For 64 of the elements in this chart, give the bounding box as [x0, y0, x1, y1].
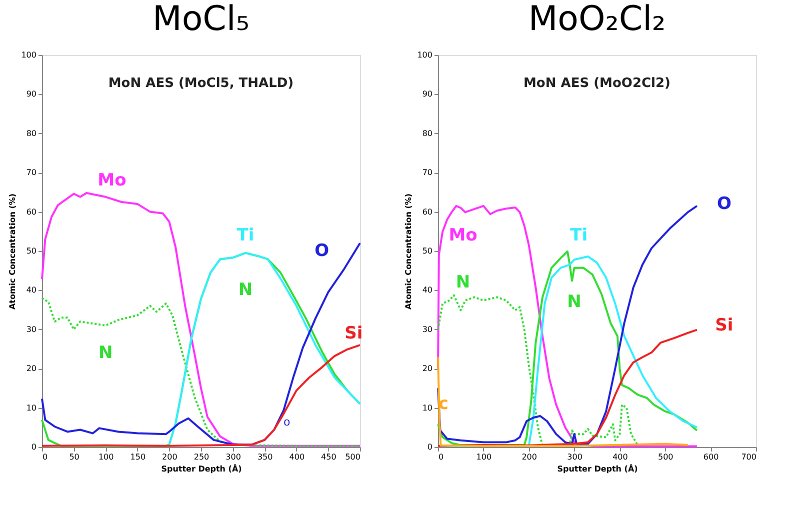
- line-series: [437, 356, 689, 447]
- x-tick-label: 0: [42, 452, 48, 462]
- x-tick-label: 50: [69, 452, 80, 462]
- y-tick-label: 50: [26, 246, 36, 256]
- y-tick-label: 20: [26, 364, 36, 374]
- series-label: N: [567, 292, 582, 312]
- x-axis-title: Sputter Depth (Å): [557, 464, 638, 474]
- x-tick-label: 500: [345, 452, 360, 462]
- y-tick-label: 60: [422, 207, 432, 216]
- y-tick-label: 30: [26, 324, 36, 334]
- y-tick-label: 0: [427, 442, 432, 452]
- x-tick-label: 150: [130, 452, 146, 462]
- x-tick-label: 450: [321, 452, 336, 462]
- series-label: Mo: [98, 170, 126, 190]
- series-label: N: [456, 272, 470, 292]
- x-tick-label: 700: [741, 452, 756, 462]
- text: MoN AES (MoCl5, THALD): [108, 76, 294, 91]
- y-tick-label: 70: [422, 168, 432, 178]
- y-tick-label: 10: [422, 403, 432, 412]
- line-series: [437, 328, 698, 447]
- series-label: Mo: [448, 225, 478, 246]
- x-tick-label: 500: [658, 452, 674, 462]
- y-tick-label: 60: [26, 207, 36, 216]
- y-tick-label: 0: [31, 442, 36, 452]
- series-label: O: [314, 241, 330, 261]
- y-axis-title: Atomic Concentration (%): [8, 193, 18, 310]
- x-axis-title: Sputter Depth (Å): [161, 464, 242, 474]
- series-label: N: [98, 342, 113, 363]
- chart-title: MoCl₅: [152, 0, 250, 39]
- series-label: N: [238, 280, 253, 300]
- chart-title: MoO₂Cl₂: [528, 0, 666, 39]
- y-tick-label: 70: [26, 168, 36, 178]
- x-tick-label: 200: [522, 452, 537, 462]
- series-label: Si: [344, 323, 363, 344]
- y-tick-label: 40: [422, 286, 432, 295]
- annotation: o: [283, 415, 290, 428]
- text: MoN AES (MoO2Cl2): [524, 76, 670, 91]
- series-label: Ti: [236, 225, 254, 246]
- y-axis-title: Atomic Concentration (%): [404, 193, 414, 310]
- x-tick-label: 200: [162, 452, 178, 462]
- x-tick-label: 250: [194, 452, 210, 462]
- y-tick-label: 100: [417, 50, 432, 60]
- y-tick-label: 40: [26, 286, 36, 295]
- x-tick-label: 0: [438, 452, 444, 462]
- x-tick-label: 600: [703, 452, 719, 462]
- x-tick-label: 400: [289, 452, 305, 462]
- x-tick-label: 350: [257, 452, 273, 462]
- y-tick-label: 90: [26, 90, 36, 99]
- x-tick-label: 400: [612, 452, 628, 462]
- series-label: Si: [715, 315, 734, 336]
- y-tick-label: 80: [26, 128, 36, 138]
- y-tick-label: 30: [422, 324, 432, 334]
- x-tick-label: 300: [226, 452, 241, 462]
- y-tick-label: 20: [422, 364, 432, 374]
- x-tick-label: 100: [476, 452, 492, 462]
- x-tick-label: 300: [567, 452, 582, 462]
- y-tick-label: 80: [422, 128, 432, 138]
- y-tick-label: 90: [422, 90, 432, 99]
- y-tick-label: 100: [21, 50, 36, 60]
- y-tick-label: 10: [26, 403, 36, 412]
- y-tick-label: 50: [422, 246, 432, 256]
- series-label: O: [716, 194, 732, 214]
- series-label: Ti: [570, 225, 588, 246]
- x-tick-label: 100: [98, 452, 114, 462]
